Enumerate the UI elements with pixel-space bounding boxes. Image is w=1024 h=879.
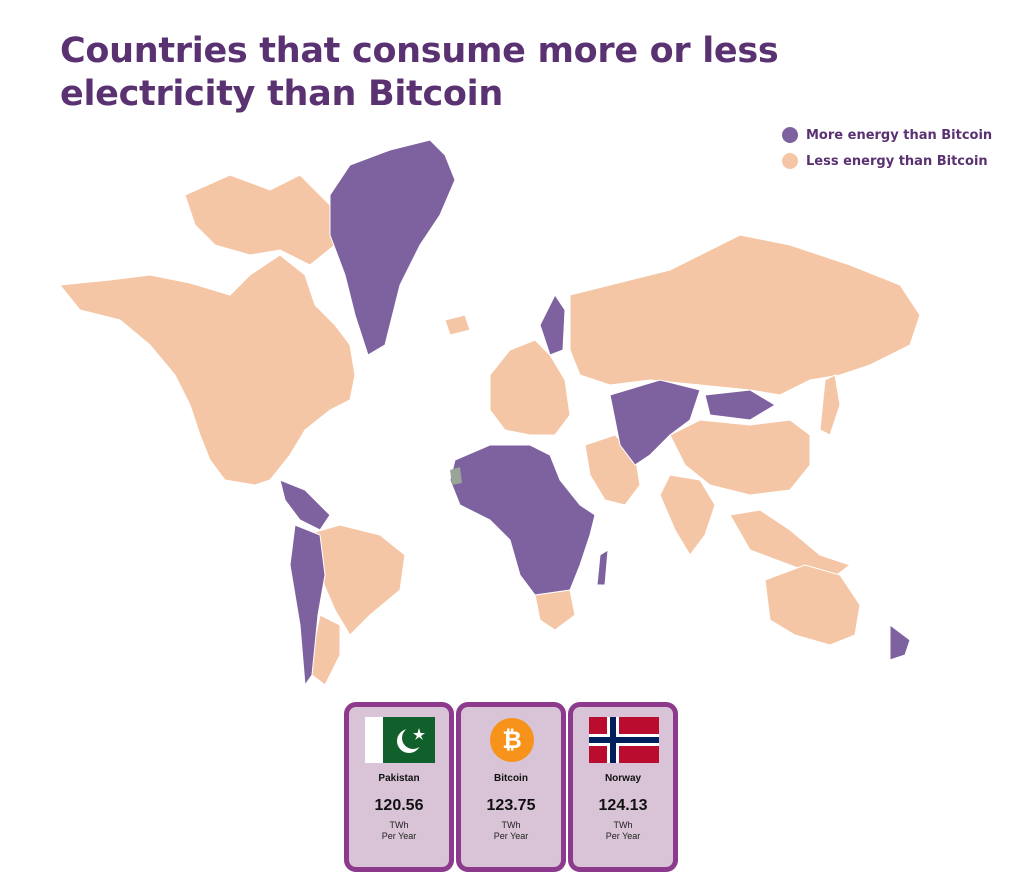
legend-label-more: More energy than Bitcoin (806, 127, 993, 143)
energy-period: Per Year (493, 831, 529, 841)
greenland-region (329, 139, 456, 356)
south-africa-region (534, 589, 576, 631)
canadian-arctic-islands (184, 174, 336, 266)
india-region (659, 474, 716, 556)
norway-flag-icon (589, 717, 659, 763)
japan-region (819, 374, 841, 436)
legend: More energy than Bitcoin Less energy tha… (782, 122, 992, 174)
europe-region (489, 339, 571, 436)
legend-label-less: Less energy than Bitcoin (806, 153, 988, 169)
energy-value: 120.56 (374, 797, 424, 814)
comparison-cards: Pakistan 120.56 TWh Per Year ₿ Bitcoin 1… (344, 702, 680, 872)
world-map (59, 139, 921, 687)
scandinavia-region (539, 294, 566, 356)
brazil-region (304, 524, 406, 636)
card-pakistan: Pakistan 120.56 TWh Per Year (344, 702, 454, 872)
china-region (669, 419, 811, 496)
energy-period: Per Year (381, 831, 417, 841)
card-norway: Norway 124.13 TWh Per Year (568, 702, 678, 872)
more-energy-swatch (782, 127, 798, 143)
southeast-asia-region (729, 509, 852, 581)
energy-unit: TWh (389, 820, 409, 830)
country-name: Pakistan (378, 773, 420, 784)
bitcoin-icon: ₿ (490, 718, 534, 762)
russia-region (569, 234, 921, 396)
africa-region (449, 444, 596, 596)
energy-value: 123.75 (486, 797, 536, 814)
energy-unit: TWh (501, 820, 521, 830)
south-america-west-region (289, 524, 326, 687)
central-asia-region (609, 379, 701, 466)
svg-text:₿: ₿ (502, 726, 522, 754)
card-bitcoin: ₿ Bitcoin 123.75 TWh Per Year (456, 702, 566, 872)
mongolia-region (704, 389, 776, 421)
country-name: Norway (604, 773, 642, 784)
madagascar-region (596, 549, 609, 586)
legend-item-less: Less energy than Bitcoin (782, 148, 992, 174)
central-america-region (279, 479, 331, 531)
new-zealand-region (889, 624, 911, 661)
western-sahara-region (450, 467, 462, 485)
legend-item-more: More energy than Bitcoin (782, 122, 992, 148)
energy-unit: TWh (613, 820, 633, 830)
energy-value: 124.13 (598, 797, 648, 814)
page-title: Countries that consume more or less elec… (60, 31, 779, 114)
less-energy-swatch (782, 153, 798, 169)
iceland-region (444, 314, 471, 336)
australia-region (764, 564, 861, 646)
currency-name: Bitcoin (494, 773, 528, 784)
energy-period: Per Year (605, 831, 641, 841)
north-america-region (59, 254, 356, 486)
pakistan-flag-icon (365, 717, 435, 763)
